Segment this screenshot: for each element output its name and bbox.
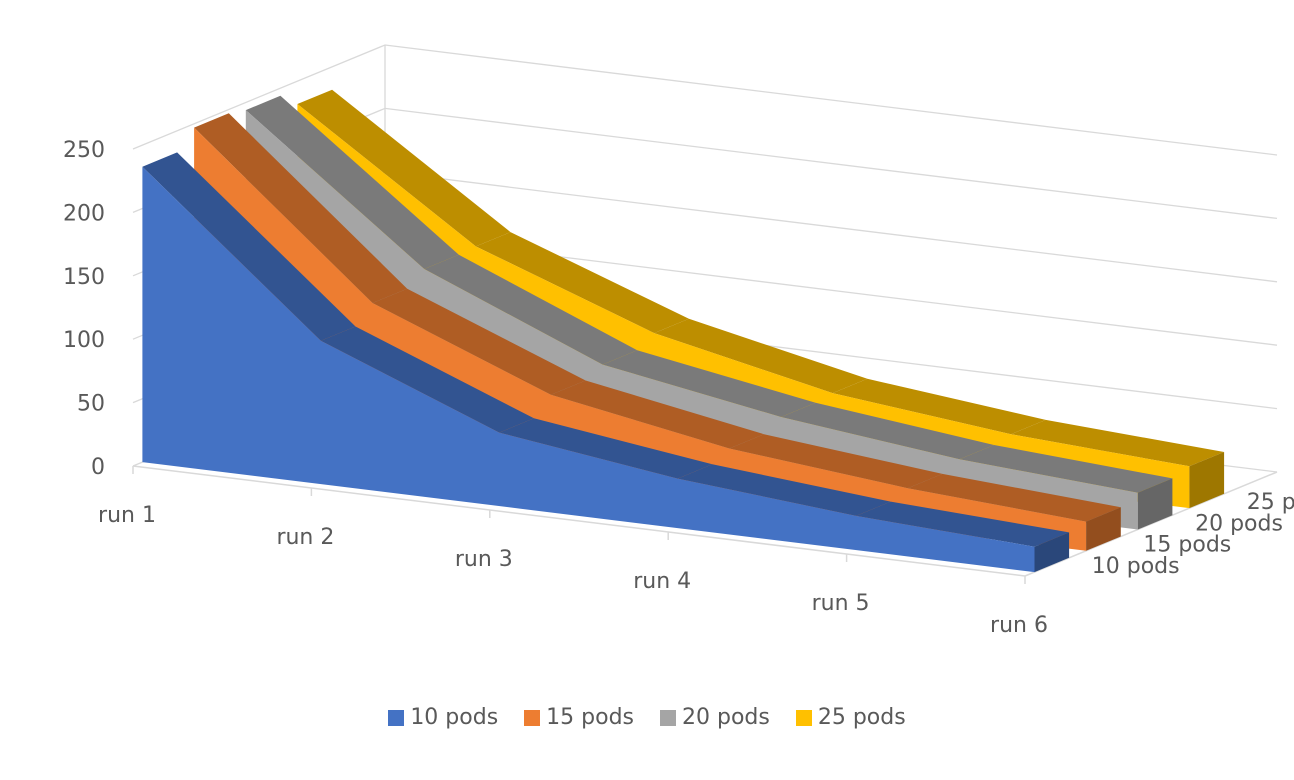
ribbon-top [194, 113, 408, 303]
ribbon-top [1011, 419, 1225, 467]
y-tick-label: 0 [91, 455, 105, 480]
depth-tick-label: 20 pods [1195, 511, 1283, 536]
ribbon-top [677, 464, 891, 516]
legend-item: 15 pods [524, 705, 634, 730]
ribbon-top [320, 326, 534, 433]
x-tick-label: run 2 [276, 525, 334, 550]
ribbon-top [372, 288, 586, 395]
legend-label: 20 pods [682, 705, 770, 730]
series-ribbon-10-pods [142, 152, 1070, 573]
ribbon-end [1034, 532, 1070, 573]
x-tick-label: run 4 [633, 569, 691, 594]
depth-tick-label: 15 pods [1143, 533, 1231, 558]
y-tick-label: 200 [63, 201, 105, 226]
ribbon-end [1137, 478, 1173, 530]
legend-swatch [660, 709, 676, 726]
x-axis-line [132, 465, 1026, 577]
legend-item: 10 pods [388, 705, 498, 730]
y-tick-label: 150 [63, 265, 105, 290]
ribbon-top [424, 254, 638, 365]
legend-swatch [795, 709, 812, 726]
x-axis-ticks: run 1 run 2 run 3 run 4 run 5 run 6 [98, 503, 1048, 638]
x-tick-label: run 6 [990, 613, 1048, 638]
ribbon-end [1086, 507, 1121, 551]
ribbon-top [832, 378, 1046, 435]
ribbon-top [781, 402, 994, 460]
depth-tick-label: 10 pods [1092, 554, 1180, 579]
ribbon-top [602, 350, 816, 417]
legend-label: 10 pods [410, 705, 499, 730]
x-tick-label: run 1 [98, 503, 156, 528]
y-tick-label: 100 [63, 328, 105, 353]
legend: 10 pods 15 pods 20 pods 25 pods [0, 705, 1294, 730]
ribbon-top [856, 501, 1070, 547]
ribbon-top [142, 152, 356, 341]
ribbon-top [245, 95, 459, 269]
legend-swatch [388, 709, 405, 726]
ribbon-top [297, 89, 511, 247]
legend-item: 20 pods [660, 705, 770, 730]
legend-item: 25 pods [795, 705, 906, 730]
y-axis-ticks: 0 50 100 150 200 250 [63, 138, 105, 480]
ribbon-top [729, 434, 943, 489]
series-ribbons [142, 89, 1225, 573]
ribbon-end [1189, 452, 1225, 509]
y-tick-label: 250 [63, 138, 105, 163]
ribbon-top [475, 232, 689, 334]
ribbon-front [142, 166, 1035, 573]
legend-label: 25 pods [817, 705, 906, 730]
ribbon-top [654, 318, 868, 394]
ribbon-top [959, 445, 1173, 493]
ribbon-top [907, 473, 1121, 522]
ribbon-top [550, 380, 764, 449]
legend-label: 15 pods [546, 705, 634, 730]
x-tick-label: run 3 [455, 547, 513, 572]
ribbon-top [499, 418, 713, 479]
legend-swatch [524, 709, 541, 726]
depth-tick-label: 25 pods [1247, 490, 1294, 515]
y-tick-label: 50 [77, 392, 105, 417]
x-tick-label: run 5 [812, 591, 870, 616]
